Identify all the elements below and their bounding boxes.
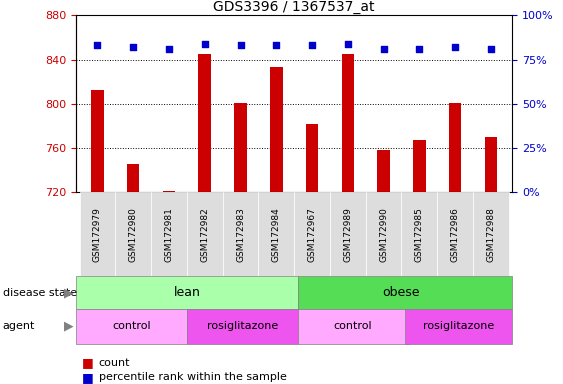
Text: GSM172986: GSM172986 bbox=[450, 207, 459, 262]
Text: count: count bbox=[99, 358, 130, 368]
Bar bbox=[377, 150, 390, 192]
Bar bbox=[234, 103, 247, 192]
Bar bbox=[270, 67, 283, 192]
FancyBboxPatch shape bbox=[76, 276, 298, 309]
Text: GSM172967: GSM172967 bbox=[307, 207, 316, 262]
FancyBboxPatch shape bbox=[366, 192, 401, 276]
FancyBboxPatch shape bbox=[187, 309, 298, 344]
FancyBboxPatch shape bbox=[294, 192, 330, 276]
Text: GSM172979: GSM172979 bbox=[93, 207, 102, 262]
Point bbox=[343, 41, 352, 47]
Point bbox=[486, 46, 495, 52]
FancyBboxPatch shape bbox=[401, 192, 437, 276]
Text: GSM172983: GSM172983 bbox=[236, 207, 245, 262]
Text: rosiglitazone: rosiglitazone bbox=[207, 321, 278, 331]
Point bbox=[236, 42, 245, 48]
Point bbox=[379, 46, 388, 52]
Bar bbox=[485, 137, 497, 192]
FancyBboxPatch shape bbox=[115, 192, 151, 276]
FancyBboxPatch shape bbox=[405, 309, 512, 344]
Text: ■: ■ bbox=[82, 371, 93, 384]
Text: agent: agent bbox=[3, 321, 35, 331]
FancyBboxPatch shape bbox=[298, 309, 409, 344]
Point bbox=[450, 44, 459, 50]
Bar bbox=[91, 91, 104, 192]
Text: GSM172984: GSM172984 bbox=[272, 207, 281, 262]
FancyBboxPatch shape bbox=[79, 192, 115, 276]
FancyBboxPatch shape bbox=[76, 309, 187, 344]
Point bbox=[415, 46, 424, 52]
FancyBboxPatch shape bbox=[473, 192, 509, 276]
FancyBboxPatch shape bbox=[258, 192, 294, 276]
Text: ▶: ▶ bbox=[64, 320, 74, 333]
FancyBboxPatch shape bbox=[187, 192, 222, 276]
Point bbox=[129, 44, 138, 50]
Text: control: control bbox=[334, 321, 373, 331]
FancyBboxPatch shape bbox=[437, 192, 473, 276]
Text: GSM172990: GSM172990 bbox=[379, 207, 388, 262]
Text: ▶: ▶ bbox=[64, 286, 74, 299]
Text: lean: lean bbox=[173, 286, 200, 299]
Text: GSM172982: GSM172982 bbox=[200, 207, 209, 262]
Text: GSM172988: GSM172988 bbox=[486, 207, 495, 262]
FancyBboxPatch shape bbox=[298, 276, 512, 309]
Bar bbox=[342, 54, 354, 192]
Text: obese: obese bbox=[383, 286, 420, 299]
Point bbox=[93, 42, 102, 48]
Text: GSM172980: GSM172980 bbox=[129, 207, 138, 262]
FancyBboxPatch shape bbox=[222, 192, 258, 276]
FancyBboxPatch shape bbox=[330, 192, 366, 276]
Text: disease state: disease state bbox=[3, 288, 77, 298]
Text: GSM172989: GSM172989 bbox=[343, 207, 352, 262]
Text: rosiglitazone: rosiglitazone bbox=[423, 321, 494, 331]
Point bbox=[272, 42, 281, 48]
Text: percentile rank within the sample: percentile rank within the sample bbox=[99, 372, 287, 382]
Text: control: control bbox=[112, 321, 151, 331]
Point bbox=[200, 41, 209, 47]
Text: GSM172985: GSM172985 bbox=[415, 207, 424, 262]
Bar bbox=[413, 140, 426, 192]
Point bbox=[307, 42, 316, 48]
FancyBboxPatch shape bbox=[151, 192, 187, 276]
Title: GDS3396 / 1367537_at: GDS3396 / 1367537_at bbox=[213, 0, 375, 14]
Bar bbox=[199, 54, 211, 192]
Bar bbox=[449, 103, 461, 192]
Text: ■: ■ bbox=[82, 356, 93, 369]
Bar bbox=[127, 164, 140, 192]
Bar bbox=[306, 124, 318, 192]
Bar bbox=[163, 191, 175, 192]
Point bbox=[164, 46, 173, 52]
Text: GSM172981: GSM172981 bbox=[164, 207, 173, 262]
